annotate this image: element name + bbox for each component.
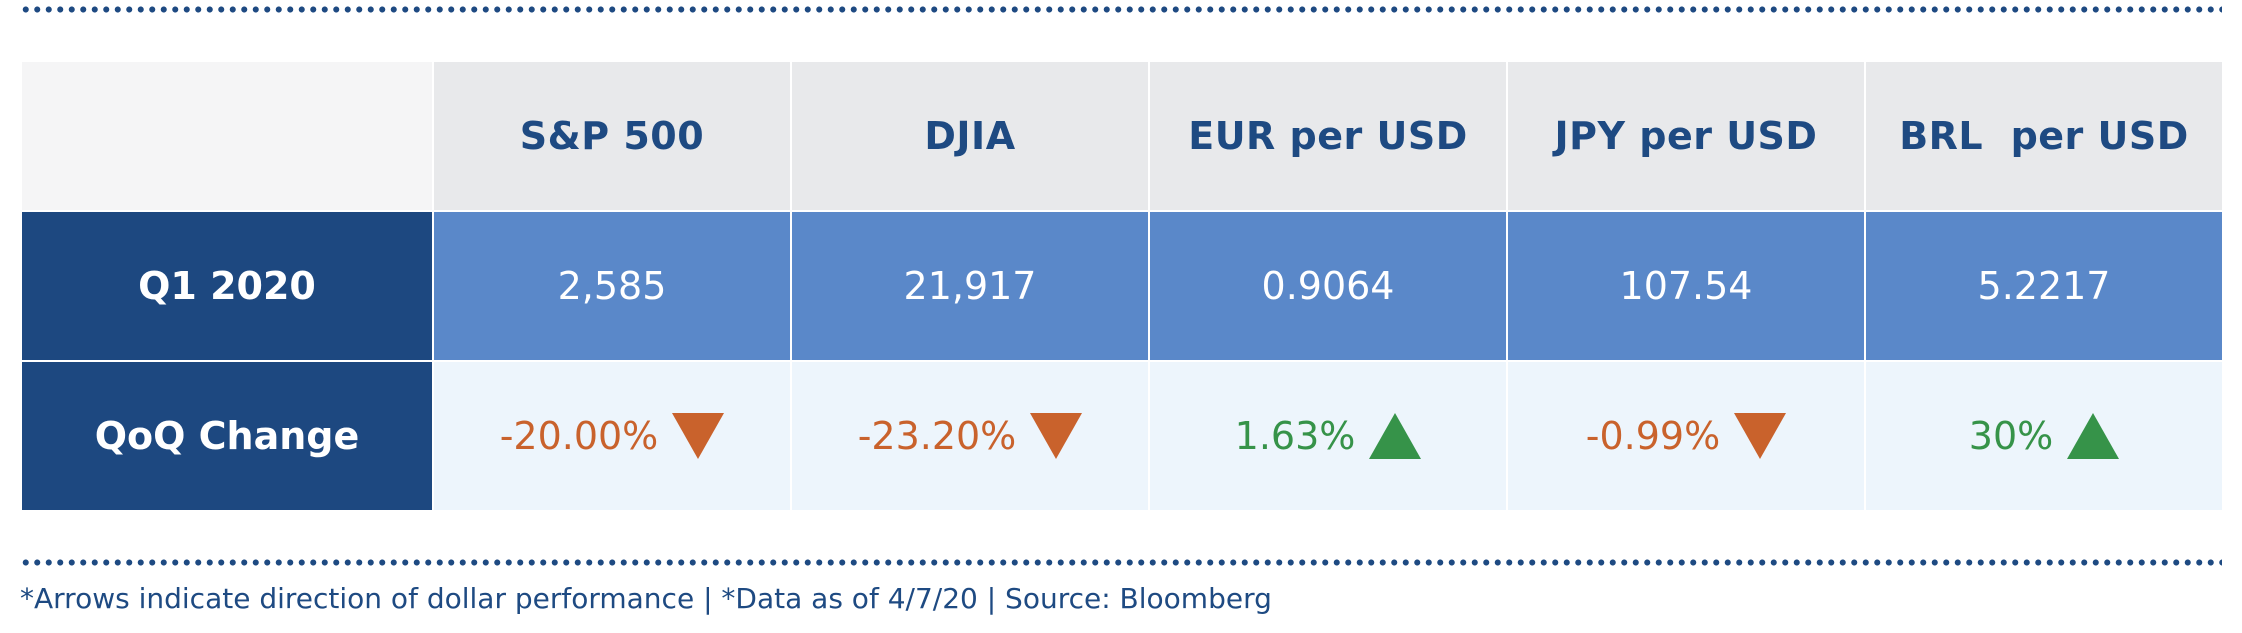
- q1-2020-row: Q1 2020 2,585 21,917 0.9064 107.54 5.221…: [20, 210, 2224, 362]
- change-value-djia: -23.20%: [857, 414, 1017, 458]
- change-cell-sp500: -20.00%: [432, 360, 792, 512]
- row-label-q1-2020: Q1 2020: [20, 210, 434, 362]
- column-header-sp500: S&P 500: [432, 60, 792, 212]
- column-header-brl-per-usd: BRL per USD: [1864, 60, 2224, 212]
- value-cell-eur-per-usd: 0.9064: [1148, 210, 1508, 362]
- change-value-brl-per-usd: 30%: [1968, 414, 2054, 458]
- header-blank-cell: [20, 60, 434, 212]
- change-value-jpy-per-usd: -0.99%: [1585, 414, 1721, 458]
- value-cell-sp500: 2,585: [432, 210, 792, 362]
- change-value-sp500: -20.00%: [499, 414, 659, 458]
- change-cell-djia: -23.20%: [790, 360, 1150, 512]
- change-cell-eur-per-usd: 1.63%: [1148, 360, 1508, 512]
- triangle-down-icon: [1734, 411, 1787, 461]
- triangle-up-icon: [1369, 411, 1422, 461]
- value-cell-djia: 21,917: [790, 210, 1150, 362]
- row-label-qoq-change: QoQ Change: [20, 360, 434, 512]
- change-value-eur-per-usd: 1.63%: [1234, 414, 1356, 458]
- top-dotted-divider: [20, 6, 2222, 13]
- change-cell-jpy-per-usd: -0.99%: [1506, 360, 1866, 512]
- triangle-up-icon: [2067, 411, 2120, 461]
- column-header-eur-per-usd: EUR per USD: [1148, 60, 1508, 212]
- value-cell-brl-per-usd: 5.2217: [1864, 210, 2224, 362]
- triangle-down-icon: [1030, 411, 1083, 461]
- column-header-djia: DJIA: [790, 60, 1150, 212]
- change-cell-brl-per-usd: 30%: [1864, 360, 2224, 512]
- header-row: S&P 500 DJIA EUR per USD JPY per USD BRL…: [20, 60, 2224, 212]
- qoq-change-row: QoQ Change -20.00% -23.20% 1.63%: [20, 360, 2224, 512]
- bottom-dotted-divider: [20, 559, 2222, 566]
- column-header-brl-per-usd-text: BRL per USD: [1899, 114, 2189, 158]
- value-cell-jpy-per-usd: 107.54: [1506, 210, 1866, 362]
- triangle-down-icon: [672, 411, 725, 461]
- market-performance-table: S&P 500 DJIA EUR per USD JPY per USD BRL…: [20, 60, 2224, 512]
- footnote: *Arrows indicate direction of dollar per…: [20, 582, 1272, 615]
- column-header-jpy-per-usd: JPY per USD: [1506, 60, 1866, 212]
